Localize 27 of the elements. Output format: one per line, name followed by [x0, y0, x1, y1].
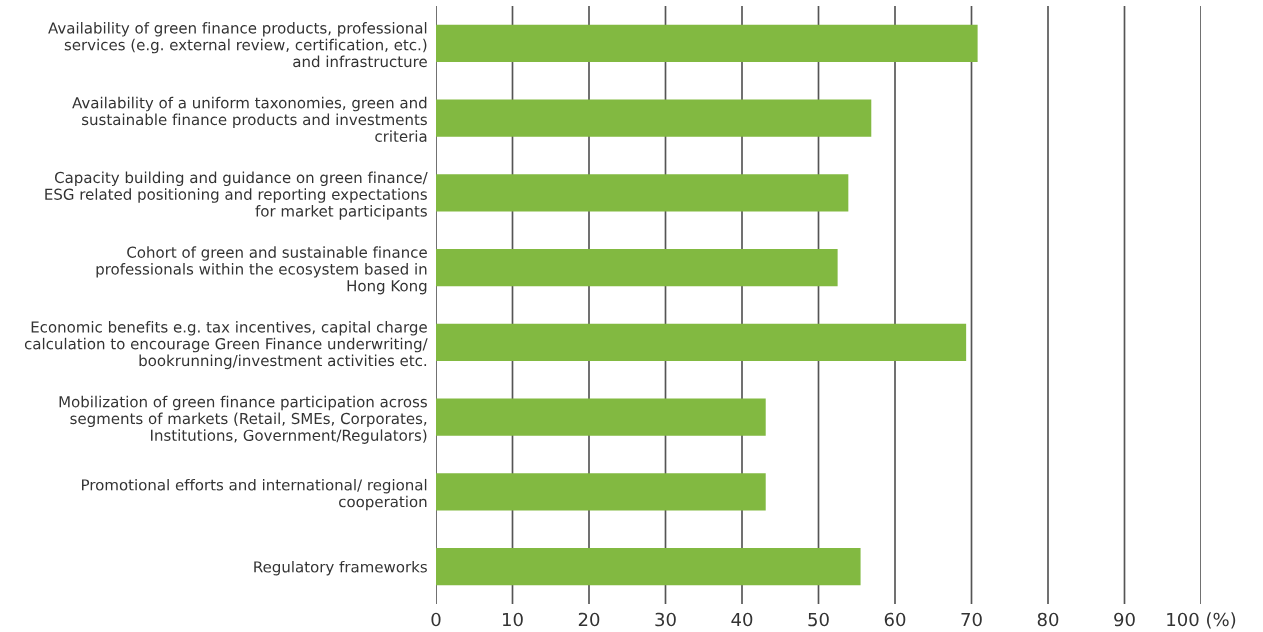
y-tick-label: Capacity building and guidance on green finance/ ESG related positioning and reporting expectations for market participants	[45, 171, 428, 220]
y-tick-label: Economic benefits e.g. tax incentives, capital charge calculation to encourage Green Finance underwriting/ bookrunning/investment activities etc.	[24, 321, 428, 370]
x-tick-label: 10	[503, 612, 523, 627]
y-tick-label: Promotional efforts and international/ regional cooperation	[82, 478, 427, 511]
x-tick-label: 20	[578, 612, 600, 627]
bar	[436, 24, 978, 63]
y-tick-label: Availability of a uniform taxonomies, green and sustainable finance products and investments criteria	[72, 96, 427, 142]
x-tick-label: 60	[884, 612, 906, 627]
x-tick-label: 100 (%)	[1167, 612, 1236, 629]
y-tick-label: Availability of green finance products, professional services (e.g. external review, certification, etc.) and infrastructure	[48, 22, 427, 68]
bar	[436, 473, 766, 511]
bar	[436, 248, 838, 287]
bar	[436, 398, 766, 436]
x-tick-label: 40	[731, 612, 753, 627]
bar	[436, 323, 967, 362]
y-tick-label: Cohort of green and sustainable finance professionals within the ecosystem based in Hong Kong	[96, 246, 427, 295]
x-tick-label: 50	[808, 612, 829, 627]
y-tick-label: Regulatory frameworks	[254, 560, 427, 576]
x-tick-label: 0	[431, 612, 441, 627]
x-tick-label: 90	[1114, 612, 1135, 627]
bar	[436, 174, 849, 212]
x-tick-label: 80	[1037, 612, 1059, 627]
x-tick-label: 30	[655, 612, 676, 627]
bar	[436, 547, 861, 586]
bar	[436, 99, 872, 137]
x-tick-label: 70	[961, 612, 982, 627]
y-tick-label: Mobilization of green finance participation across segments of markets (Retail, SMEs, Corporates, Institutions, Government/Regulators)	[59, 395, 427, 444]
